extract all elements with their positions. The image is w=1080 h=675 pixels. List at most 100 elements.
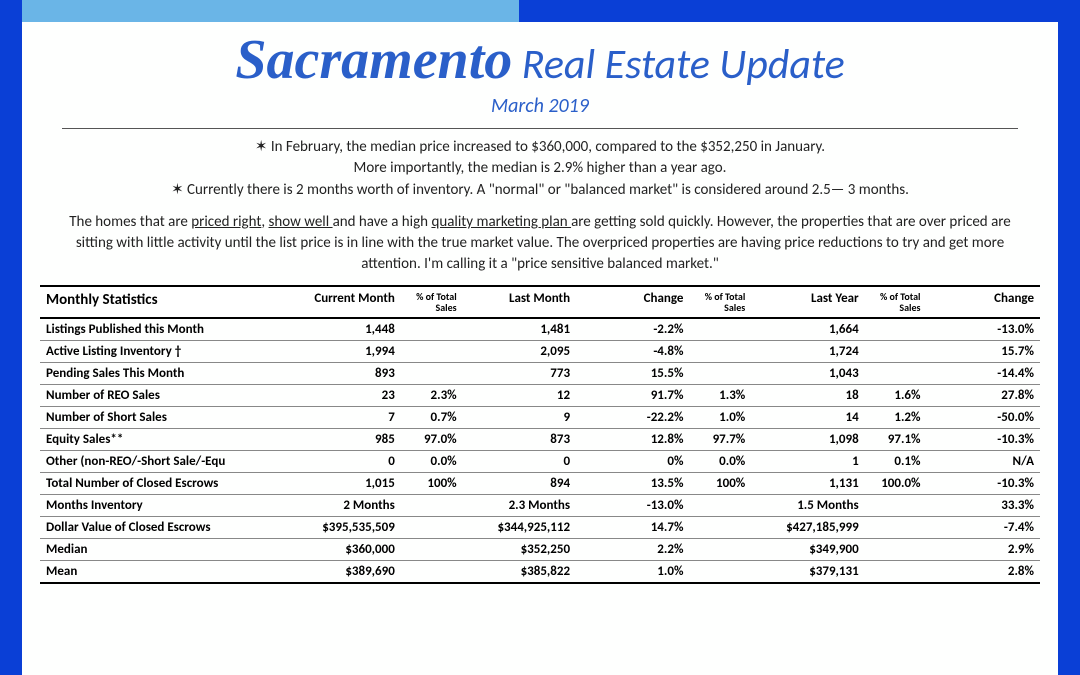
table-row: Dollar Value of Closed Escrows$395,535,5… — [40, 516, 1040, 538]
cell-change-1: 91.7% — [576, 384, 689, 406]
cell-label: Mean — [40, 560, 287, 583]
cell-last-month: $344,925,112 — [463, 516, 576, 538]
page-title: Sacramento Real Estate Update — [52, 30, 1028, 92]
th-last-year: Last Year — [751, 286, 864, 318]
cell-pct-3: 100.0% — [865, 472, 927, 494]
table-row: Active Listing Inventory †1,9942,095-4.8… — [40, 340, 1040, 362]
para-u3: quality marketing plan — [431, 213, 571, 231]
bullet-1-line-2: More importantly, the median is 2.9% hig… — [354, 159, 727, 177]
title-script: Sacramento — [235, 29, 512, 91]
cell-label: Total Number of Closed Escrows — [40, 472, 287, 494]
bullet-1: In February, the median price increased … — [52, 137, 1028, 181]
cell-change-2: 2.9% — [927, 538, 1040, 560]
top-accent-light — [22, 0, 519, 22]
table-row: Total Number of Closed Escrows1,015100%8… — [40, 472, 1040, 494]
stats-table: Monthly Statistics Current Month % of To… — [40, 285, 1040, 584]
table-header-row: Monthly Statistics Current Month % of To… — [40, 286, 1040, 318]
th-label: Monthly Statistics — [40, 286, 287, 318]
th-current-month: Current Month — [287, 286, 400, 318]
cell-change-1: 13.5% — [576, 472, 689, 494]
cell-current-month: 7 — [287, 406, 400, 428]
cell-label: Number of REO Sales — [40, 384, 287, 406]
para-mid2: and have a high — [333, 213, 432, 231]
cell-change-2: -13.0% — [927, 318, 1040, 341]
cell-change-2: 15.7% — [927, 340, 1040, 362]
cell-change-1: -2.2% — [576, 318, 689, 341]
cell-pct-3 — [865, 494, 927, 516]
cell-current-month: 0 — [287, 450, 400, 472]
cell-label: Equity Sales** — [40, 428, 287, 450]
cell-current-month: 985 — [287, 428, 400, 450]
header-rule — [62, 128, 1018, 129]
cell-change-2: -7.4% — [927, 516, 1040, 538]
cell-pct-1: 0.7% — [401, 406, 463, 428]
cell-change-2: N/A — [927, 450, 1040, 472]
cell-pct-3: 1.6% — [865, 384, 927, 406]
cell-last-year: 1,043 — [751, 362, 864, 384]
cell-last-month: 0 — [463, 450, 576, 472]
cell-pct-3 — [865, 538, 927, 560]
cell-label: Active Listing Inventory † — [40, 340, 287, 362]
cell-label: Months Inventory — [40, 494, 287, 516]
cell-pct-1 — [401, 340, 463, 362]
cell-pct-2 — [689, 494, 751, 516]
para-u2: show well — [269, 213, 333, 231]
cell-change-1: 0% — [576, 450, 689, 472]
title-rest: Real Estate Update — [512, 39, 844, 90]
cell-pct-3 — [865, 560, 927, 583]
cell-pct-1 — [401, 560, 463, 583]
table-row: Months Inventory2 Months 2.3 Months-13.0%… — [40, 494, 1040, 516]
cell-last-month: $385,822 — [463, 560, 576, 583]
cell-change-1: -13.0% — [576, 494, 689, 516]
cell-change-2: -50.0% — [927, 406, 1040, 428]
cell-last-month: 9 — [463, 406, 576, 428]
th-last-month: Last Month — [463, 286, 576, 318]
cell-last-month: 12 — [463, 384, 576, 406]
cell-current-month: 1,015 — [287, 472, 400, 494]
header: Sacramento Real Estate Update March 2019 — [22, 22, 1058, 124]
cell-label: Pending Sales This Month — [40, 362, 287, 384]
para-mid1: , — [261, 213, 268, 231]
cell-change-2: 33.3% — [927, 494, 1040, 516]
cell-last-month: 894 — [463, 472, 576, 494]
cell-last-year: 14 — [751, 406, 864, 428]
cell-pct-1: 100% — [401, 472, 463, 494]
cell-change-2: -14.4% — [927, 362, 1040, 384]
cell-label: Number of Short Sales — [40, 406, 287, 428]
cell-last-month: 2.3 Months — [463, 494, 576, 516]
para-pre: The homes that are — [69, 213, 191, 231]
cell-current-month: 2 Months — [287, 494, 400, 516]
cell-pct-2: 100% — [689, 472, 751, 494]
table-row: Number of Short Sales70.7%9-22.2%1.0%141… — [40, 406, 1040, 428]
cell-label: Dollar Value of Closed Escrows — [40, 516, 287, 538]
cell-last-month: $352,250 — [463, 538, 576, 560]
cell-pct-2 — [689, 516, 751, 538]
cell-pct-3: 1.2% — [865, 406, 927, 428]
stats-table-wrap: Monthly Statistics Current Month % of To… — [40, 285, 1040, 584]
cell-pct-1 — [401, 362, 463, 384]
cell-label: Other (non-REO/-Short Sale/-Equ — [40, 450, 287, 472]
cell-current-month: $389,690 — [287, 560, 400, 583]
cell-change-2: -10.3% — [927, 428, 1040, 450]
star-icon — [255, 138, 271, 156]
cell-change-1: -4.8% — [576, 340, 689, 362]
th-change-2: Change — [927, 286, 1040, 318]
cell-label: Listings Published this Month — [40, 318, 287, 341]
cell-change-2: 2.8% — [927, 560, 1040, 583]
cell-pct-1 — [401, 516, 463, 538]
bullet-2: Currently there is 2 months worth of inv… — [52, 180, 1028, 202]
cell-pct-1 — [401, 494, 463, 516]
cell-pct-3 — [865, 318, 927, 341]
bullet-1-line-1: In February, the median price increased … — [271, 138, 825, 156]
cell-change-1: 1.0% — [576, 560, 689, 583]
cell-pct-2 — [689, 362, 751, 384]
star-icon — [171, 181, 187, 199]
cell-pct-2: 1.3% — [689, 384, 751, 406]
cell-last-year: $349,900 — [751, 538, 864, 560]
cell-last-year: $427,185,999 — [751, 516, 864, 538]
cell-change-1: 15.5% — [576, 362, 689, 384]
page-frame: Sacramento Real Estate Update March 2019… — [0, 0, 1080, 675]
cell-pct-3: 0.1% — [865, 450, 927, 472]
th-pct-sales-2: % of Total Sales — [689, 286, 751, 318]
cell-label: Median — [40, 538, 287, 560]
